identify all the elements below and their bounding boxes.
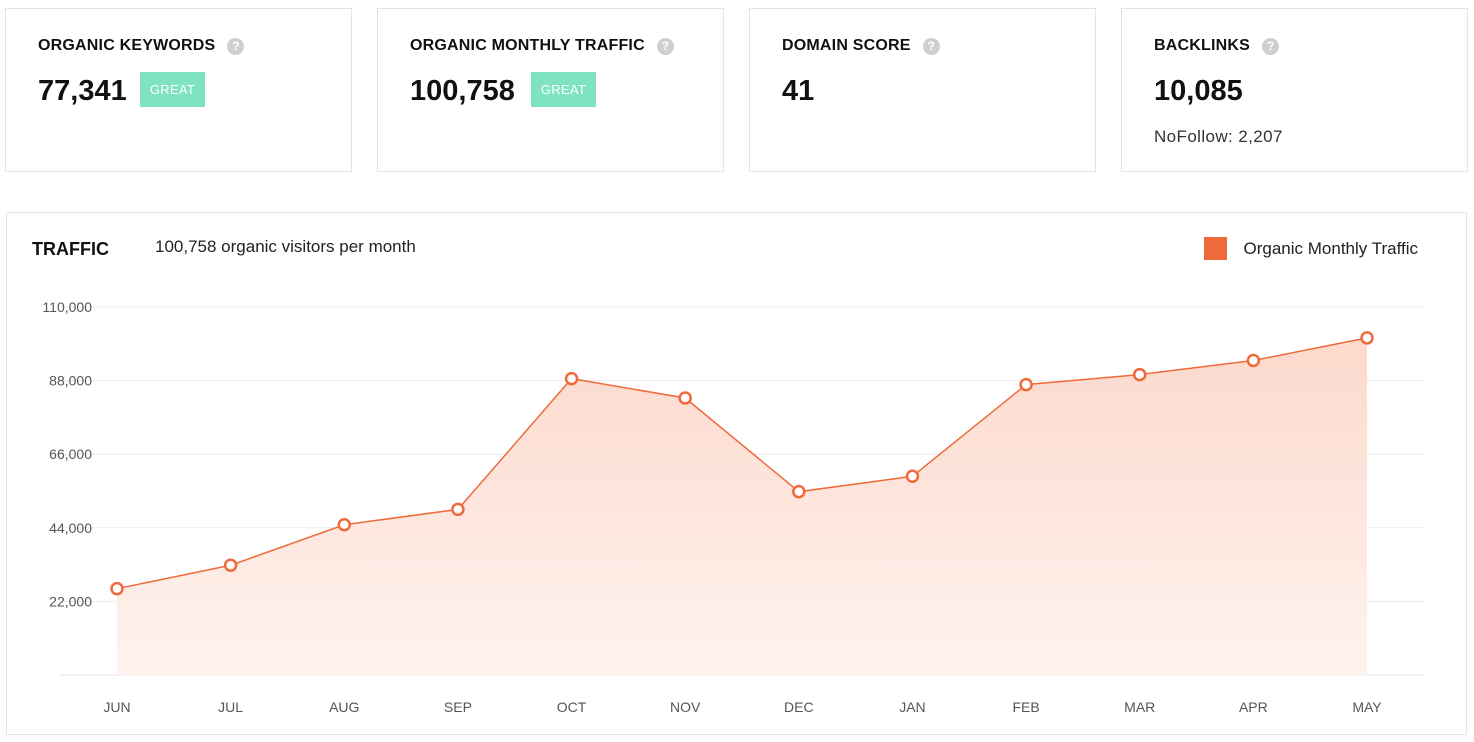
x-tick-label: JAN [899, 699, 925, 715]
data-point[interactable] [110, 581, 124, 596]
card-backlinks: BACKLINKS ? 10,085 NoFollow: 2,207 [1121, 8, 1468, 172]
y-tick-label: 44,000 [49, 520, 92, 536]
data-point[interactable] [564, 371, 579, 386]
help-icon[interactable]: ? [656, 37, 674, 55]
help-icon[interactable]: ? [922, 37, 940, 55]
card-value: 10,085 [1154, 75, 1243, 107]
data-point[interactable] [792, 484, 806, 499]
data-point[interactable] [1132, 367, 1147, 382]
status-badge: GREAT [140, 72, 205, 107]
x-tick-label: DEC [784, 699, 814, 715]
x-tick-label: SEP [444, 699, 472, 715]
card-value: 41 [782, 75, 815, 107]
y-tick-label: 88,000 [49, 373, 92, 389]
card-organic-monthly-traffic: ORGANIC MONTHLY TRAFFIC ? 100,758 GREAT [377, 8, 724, 172]
area-fill [117, 337, 1367, 675]
card-label: DOMAIN SCORE [782, 37, 911, 54]
help-icon[interactable]: ? [1262, 37, 1280, 55]
data-point[interactable] [1019, 377, 1033, 392]
x-tick-label: NOV [670, 699, 701, 715]
x-tick-label: MAY [1352, 699, 1382, 715]
x-tick-label: OCT [557, 699, 587, 715]
data-points [110, 331, 1374, 596]
x-tick-label: AUG [329, 699, 359, 715]
y-tick-label: 110,000 [42, 299, 92, 315]
x-tick-label: JUN [103, 699, 130, 715]
traffic-title: TRAFFIC [32, 239, 109, 259]
card-organic-keywords: ORGANIC KEYWORDS ? 77,341 GREAT [5, 8, 352, 172]
x-tick-label: MAR [1124, 699, 1155, 715]
x-tick-label: FEB [1012, 699, 1039, 715]
status-badge: GREAT [531, 72, 596, 107]
card-value: 77,341 [38, 75, 127, 107]
data-point[interactable] [451, 502, 465, 517]
data-point[interactable] [223, 558, 238, 573]
data-point[interactable] [1246, 353, 1261, 368]
y-axis-ticks: 22,000 44,000 66,000 88,000 110,000 [42, 299, 92, 609]
legend-label: Organic Monthly Traffic [1243, 238, 1418, 258]
data-point[interactable] [678, 391, 692, 405]
help-icon[interactable]: ? [227, 37, 245, 55]
x-tick-label: APR [1239, 699, 1268, 715]
x-tick-label: JUL [218, 699, 243, 715]
card-value: 100,758 [410, 75, 515, 107]
card-domain-score: DOMAIN SCORE ? 41 [749, 8, 1096, 172]
card-label: ORGANIC MONTHLY TRAFFIC [410, 37, 645, 54]
x-axis-ticks: JUN JUL AUG SEP OCT NOV DEC JAN FEB MAR APR MAY [103, 699, 1382, 715]
chart-legend[interactable]: Organic Monthly Traffic [1203, 237, 1418, 260]
nofollow-count: NoFollow: 2,207 [1154, 127, 1283, 146]
card-label: BACKLINKS [1154, 37, 1251, 54]
area-series [116, 337, 1368, 675]
data-point[interactable] [1360, 331, 1374, 345]
traffic-subtitle: 100,758 organic visitors per month [155, 237, 416, 256]
series-line [116, 337, 1368, 590]
y-tick-label: 22,000 [49, 593, 92, 609]
data-point[interactable] [337, 518, 352, 532]
data-point[interactable] [905, 469, 920, 484]
y-tick-label: 66,000 [49, 446, 92, 462]
card-label: ORGANIC KEYWORDS [38, 37, 216, 54]
legend-swatch [1203, 237, 1227, 260]
